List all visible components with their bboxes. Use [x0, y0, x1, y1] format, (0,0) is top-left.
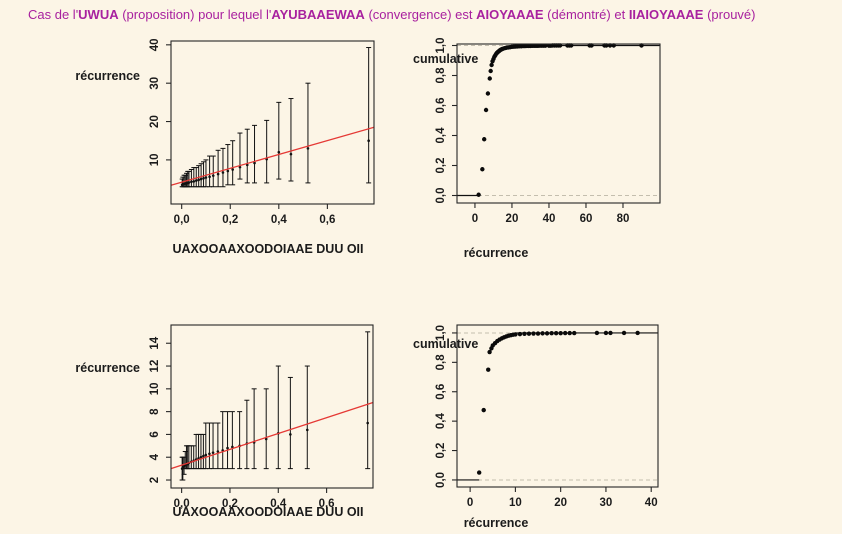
title-segment: (convergence) est	[364, 7, 477, 22]
svg-text:30: 30	[600, 497, 613, 509]
ylabel-bottom-left: récurrence	[75, 361, 140, 375]
ylabel-top-right: cumulative	[413, 52, 479, 66]
svg-text:40: 40	[543, 213, 556, 225]
svg-text:0: 0	[467, 497, 473, 509]
svg-text:0,0: 0,0	[435, 472, 447, 488]
title-segment-emph: UWUA	[78, 7, 119, 22]
svg-text:30: 30	[149, 77, 161, 90]
plot-errorbar-bottom-left: 0,0 0,2 0,4 0,6 2 4 6 8 10 12 14	[149, 324, 374, 510]
xlabel-top-left: UAXOOAAXOODOIAAE DUU OII	[172, 242, 364, 256]
svg-text:0,2: 0,2	[435, 443, 447, 459]
svg-text:0: 0	[472, 213, 478, 225]
svg-text:10: 10	[149, 153, 161, 166]
title-segment: Cas de l'	[28, 7, 79, 22]
svg-text:4: 4	[149, 453, 161, 460]
xlabel-bottom-right: récurrence	[463, 516, 529, 530]
title-segment: (proposition) pour lequel l'	[118, 7, 272, 22]
svg-text:6: 6	[149, 431, 161, 437]
svg-text:14: 14	[149, 336, 161, 349]
svg-text:0,6: 0,6	[435, 98, 447, 114]
xlabel-bottom-left: UAXOOAAXOODOIAAE DUU OII	[172, 505, 364, 519]
svg-text:20: 20	[554, 497, 567, 509]
svg-text:0,0: 0,0	[174, 498, 190, 510]
svg-text:0,8: 0,8	[435, 354, 447, 371]
svg-text:20: 20	[506, 213, 519, 225]
ylabel-top-left: récurrence	[75, 69, 140, 83]
svg-text:0,6: 0,6	[319, 498, 335, 510]
svg-text:0,2: 0,2	[435, 158, 447, 174]
title-segment: (démontré) et	[543, 7, 629, 22]
title-segment-emph: AIOYAAAE	[476, 7, 544, 22]
svg-text:0,6: 0,6	[319, 214, 335, 226]
svg-text:2: 2	[149, 477, 161, 483]
svg-text:0,0: 0,0	[174, 214, 190, 226]
title-segment: (prouvé)	[703, 7, 756, 22]
plot-errorbar-top-left: 0,0 0,2 0,4 0,6 10 20 30 40	[149, 38, 375, 226]
svg-text:1,0: 1,0	[435, 325, 447, 341]
ylabel-bottom-right: cumulative	[413, 337, 479, 351]
svg-text:10: 10	[149, 382, 161, 395]
svg-text:0,4: 0,4	[270, 498, 287, 510]
plot-cumulative-top-right: 0 20 40 60 80 0,0 0,2 0,4 0,6 0,8 1,0	[435, 38, 661, 225]
figure-title: Cas de l'UWUA (proposition) pour lequel …	[28, 7, 756, 22]
svg-text:80: 80	[617, 213, 630, 225]
svg-text:0,2: 0,2	[222, 498, 238, 510]
svg-text:0,4: 0,4	[271, 214, 288, 226]
svg-text:40: 40	[645, 497, 658, 509]
svg-text:0,4: 0,4	[435, 413, 447, 430]
svg-text:0,2: 0,2	[222, 214, 238, 226]
svg-text:10: 10	[509, 497, 522, 509]
svg-text:0,0: 0,0	[435, 188, 447, 204]
svg-text:40: 40	[149, 38, 161, 51]
svg-text:60: 60	[580, 213, 593, 225]
svg-text:1,0: 1,0	[435, 38, 447, 54]
svg-text:0,6: 0,6	[435, 384, 447, 400]
plot-cumulative-bottom-right: 0 10 20 30 40 0,0 0,2 0,4 0,6 0,8 1,0	[435, 324, 659, 509]
xlabel-top-right: récurrence	[463, 246, 529, 260]
title-segment-emph: IIAIOYAAAE	[628, 7, 704, 22]
svg-text:20: 20	[149, 115, 161, 128]
svg-text:8: 8	[149, 408, 161, 415]
title-segment-emph: AYUBAAEWAA	[271, 7, 365, 22]
svg-text:12: 12	[149, 360, 161, 373]
svg-text:0,8: 0,8	[435, 67, 447, 84]
svg-text:0,4: 0,4	[435, 127, 447, 144]
